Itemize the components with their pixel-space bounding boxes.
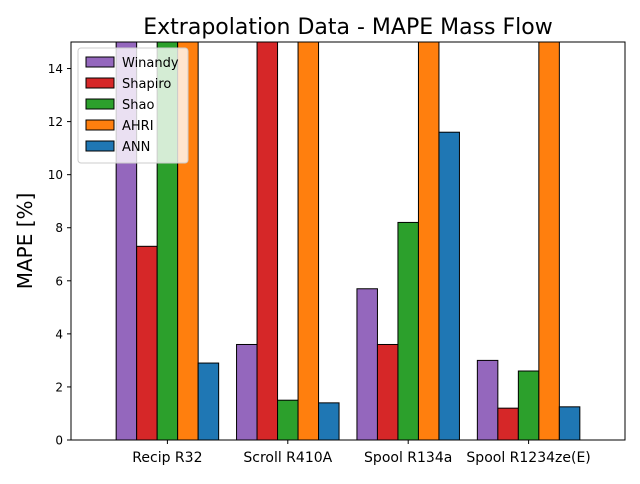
bar-shao-2 xyxy=(397,221,419,441)
bar-ann-3 xyxy=(558,406,581,441)
bar-shao-1 xyxy=(277,399,299,441)
bar-ann-2 xyxy=(438,131,460,441)
chart-title: Extrapolation Data - MAPE Mass Flow xyxy=(143,15,552,40)
legend-frame xyxy=(77,47,189,164)
legend-swatch-shao xyxy=(85,98,115,110)
legend-swatch-ahri xyxy=(85,119,115,131)
x-ticks: Recip R32 Scroll R410A Spool R134a Spool R1… xyxy=(132,440,591,466)
legend-label-ann: ANN xyxy=(122,140,150,155)
bar-shapiro-2 xyxy=(376,343,399,441)
y-tick-label: 12 xyxy=(48,115,63,129)
bar-ahri-3 xyxy=(538,41,560,441)
y-tick-label: 10 xyxy=(48,168,63,182)
bar-ann-0 xyxy=(197,362,220,441)
bars-layer xyxy=(115,41,581,441)
legend-swatch-ann xyxy=(85,140,115,152)
bar-winandy-1 xyxy=(236,343,258,441)
plot-frame xyxy=(70,41,626,441)
y-tick-label: 0 xyxy=(55,434,63,448)
bar-winandy-3 xyxy=(476,359,499,441)
y-axis-label: MAPE [%] xyxy=(13,193,37,290)
y-ticks: 0 2 4 6 8 10 12 14 xyxy=(48,62,71,448)
y-tick-label: 14 xyxy=(48,62,63,76)
legend-label-shao: Shao xyxy=(122,98,154,113)
y-tick-label: 6 xyxy=(55,274,63,288)
legend-swatch-shapiro xyxy=(85,77,115,89)
bar-ann-1 xyxy=(318,402,340,441)
bar-shao-3 xyxy=(517,370,540,441)
bar-ahri-1 xyxy=(297,41,320,441)
y-tick-label: 2 xyxy=(55,380,63,394)
bar-shapiro-1 xyxy=(256,41,279,441)
legend-label-shapiro: Shapiro xyxy=(122,77,171,92)
x-tick-label: Spool R1234ze(E) xyxy=(466,450,590,466)
legend: Winandy Shapiro Shao AHRI ANN xyxy=(77,47,189,164)
y-tick-label: 8 xyxy=(55,221,63,235)
y-tick-label: 4 xyxy=(55,327,63,341)
bar-shapiro-0 xyxy=(136,245,158,441)
legend-label-winandy: Winandy xyxy=(122,56,179,71)
x-tick-label: Scroll R410A xyxy=(243,450,332,466)
x-tick-label: Spool R134a xyxy=(364,450,452,466)
bar-winandy-2 xyxy=(356,288,378,441)
legend-swatch-winandy xyxy=(85,56,115,68)
x-tick-label: Recip R32 xyxy=(132,450,202,466)
legend-label-ahri: AHRI xyxy=(122,119,154,134)
bar-shapiro-3 xyxy=(497,407,519,441)
bar-ahri-2 xyxy=(417,41,440,441)
